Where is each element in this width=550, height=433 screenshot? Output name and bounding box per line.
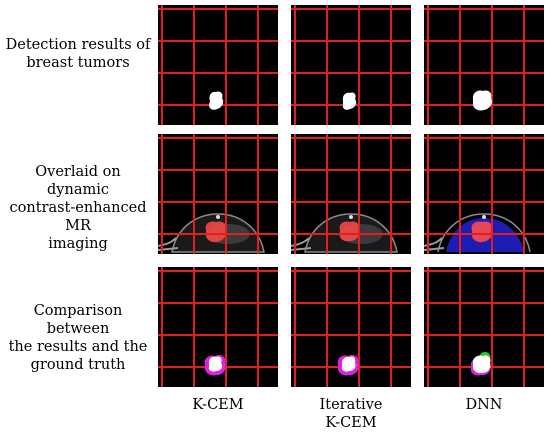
column-label-dnn: DNN xyxy=(424,396,544,414)
row-label-line: breast tumors xyxy=(26,55,130,71)
panel-comparison-kcem xyxy=(158,267,278,387)
row-label-line: Overlaid on dynamic xyxy=(35,164,121,198)
tumor-overlay-red xyxy=(471,221,493,243)
row-label-line: Detection results of xyxy=(5,37,151,53)
detected-mask xyxy=(341,356,356,372)
grid-lines xyxy=(158,267,278,387)
tumor-overlay-red xyxy=(205,221,227,243)
column-label-line: K-CEM xyxy=(192,397,244,413)
detected-mask xyxy=(208,356,223,372)
row-label-line: Comparison between xyxy=(33,303,123,337)
panel-comparison-iterative-kcem xyxy=(291,267,411,387)
nipple-marker xyxy=(349,215,353,219)
grid-lines xyxy=(291,5,411,125)
panel-comparison-dnn xyxy=(424,267,544,387)
column-label-kcem: K-CEM xyxy=(158,396,278,414)
panel-detection-kcem xyxy=(158,5,278,125)
grid-lines xyxy=(424,134,544,254)
row-label-line: ground truth xyxy=(30,357,126,373)
column-label-line: Iterative xyxy=(319,397,383,413)
panel-detection-iterative-kcem xyxy=(291,5,411,125)
row-label-line: imaging xyxy=(48,236,108,252)
nipple-marker xyxy=(216,215,220,219)
row-label-detection: Detection results of breast tumors xyxy=(4,36,152,72)
panel-overlay-kcem xyxy=(158,134,278,254)
grid-lines xyxy=(291,267,411,387)
panel-detection-dnn xyxy=(424,5,544,125)
panel-overlay-dnn xyxy=(424,134,544,254)
tumor-overlay-red xyxy=(339,221,360,242)
row-label-comparison: Comparison between the results and the g… xyxy=(4,302,152,374)
column-label-iterative-kcem: Iterative K-CEM xyxy=(291,396,411,432)
grid-lines xyxy=(291,134,411,254)
row-label-overlay: Overlaid on dynamic contrast-enhanced MR… xyxy=(4,163,152,253)
column-label-line: K-CEM xyxy=(325,415,377,431)
grid-lines xyxy=(158,134,278,254)
row-label-line: the results and the xyxy=(8,339,148,355)
row-label-line: contrast-enhanced MR xyxy=(9,200,147,234)
detected-mask xyxy=(472,355,491,374)
tumor-mask xyxy=(472,90,493,111)
column-label-line: DNN xyxy=(465,397,503,413)
panel-overlay-iterative-kcem xyxy=(291,134,411,254)
tumor-mask xyxy=(342,92,357,110)
grid-lines xyxy=(158,5,278,125)
tumor-mask xyxy=(209,91,224,110)
grid-lines xyxy=(424,5,544,125)
nipple-marker xyxy=(482,215,486,219)
